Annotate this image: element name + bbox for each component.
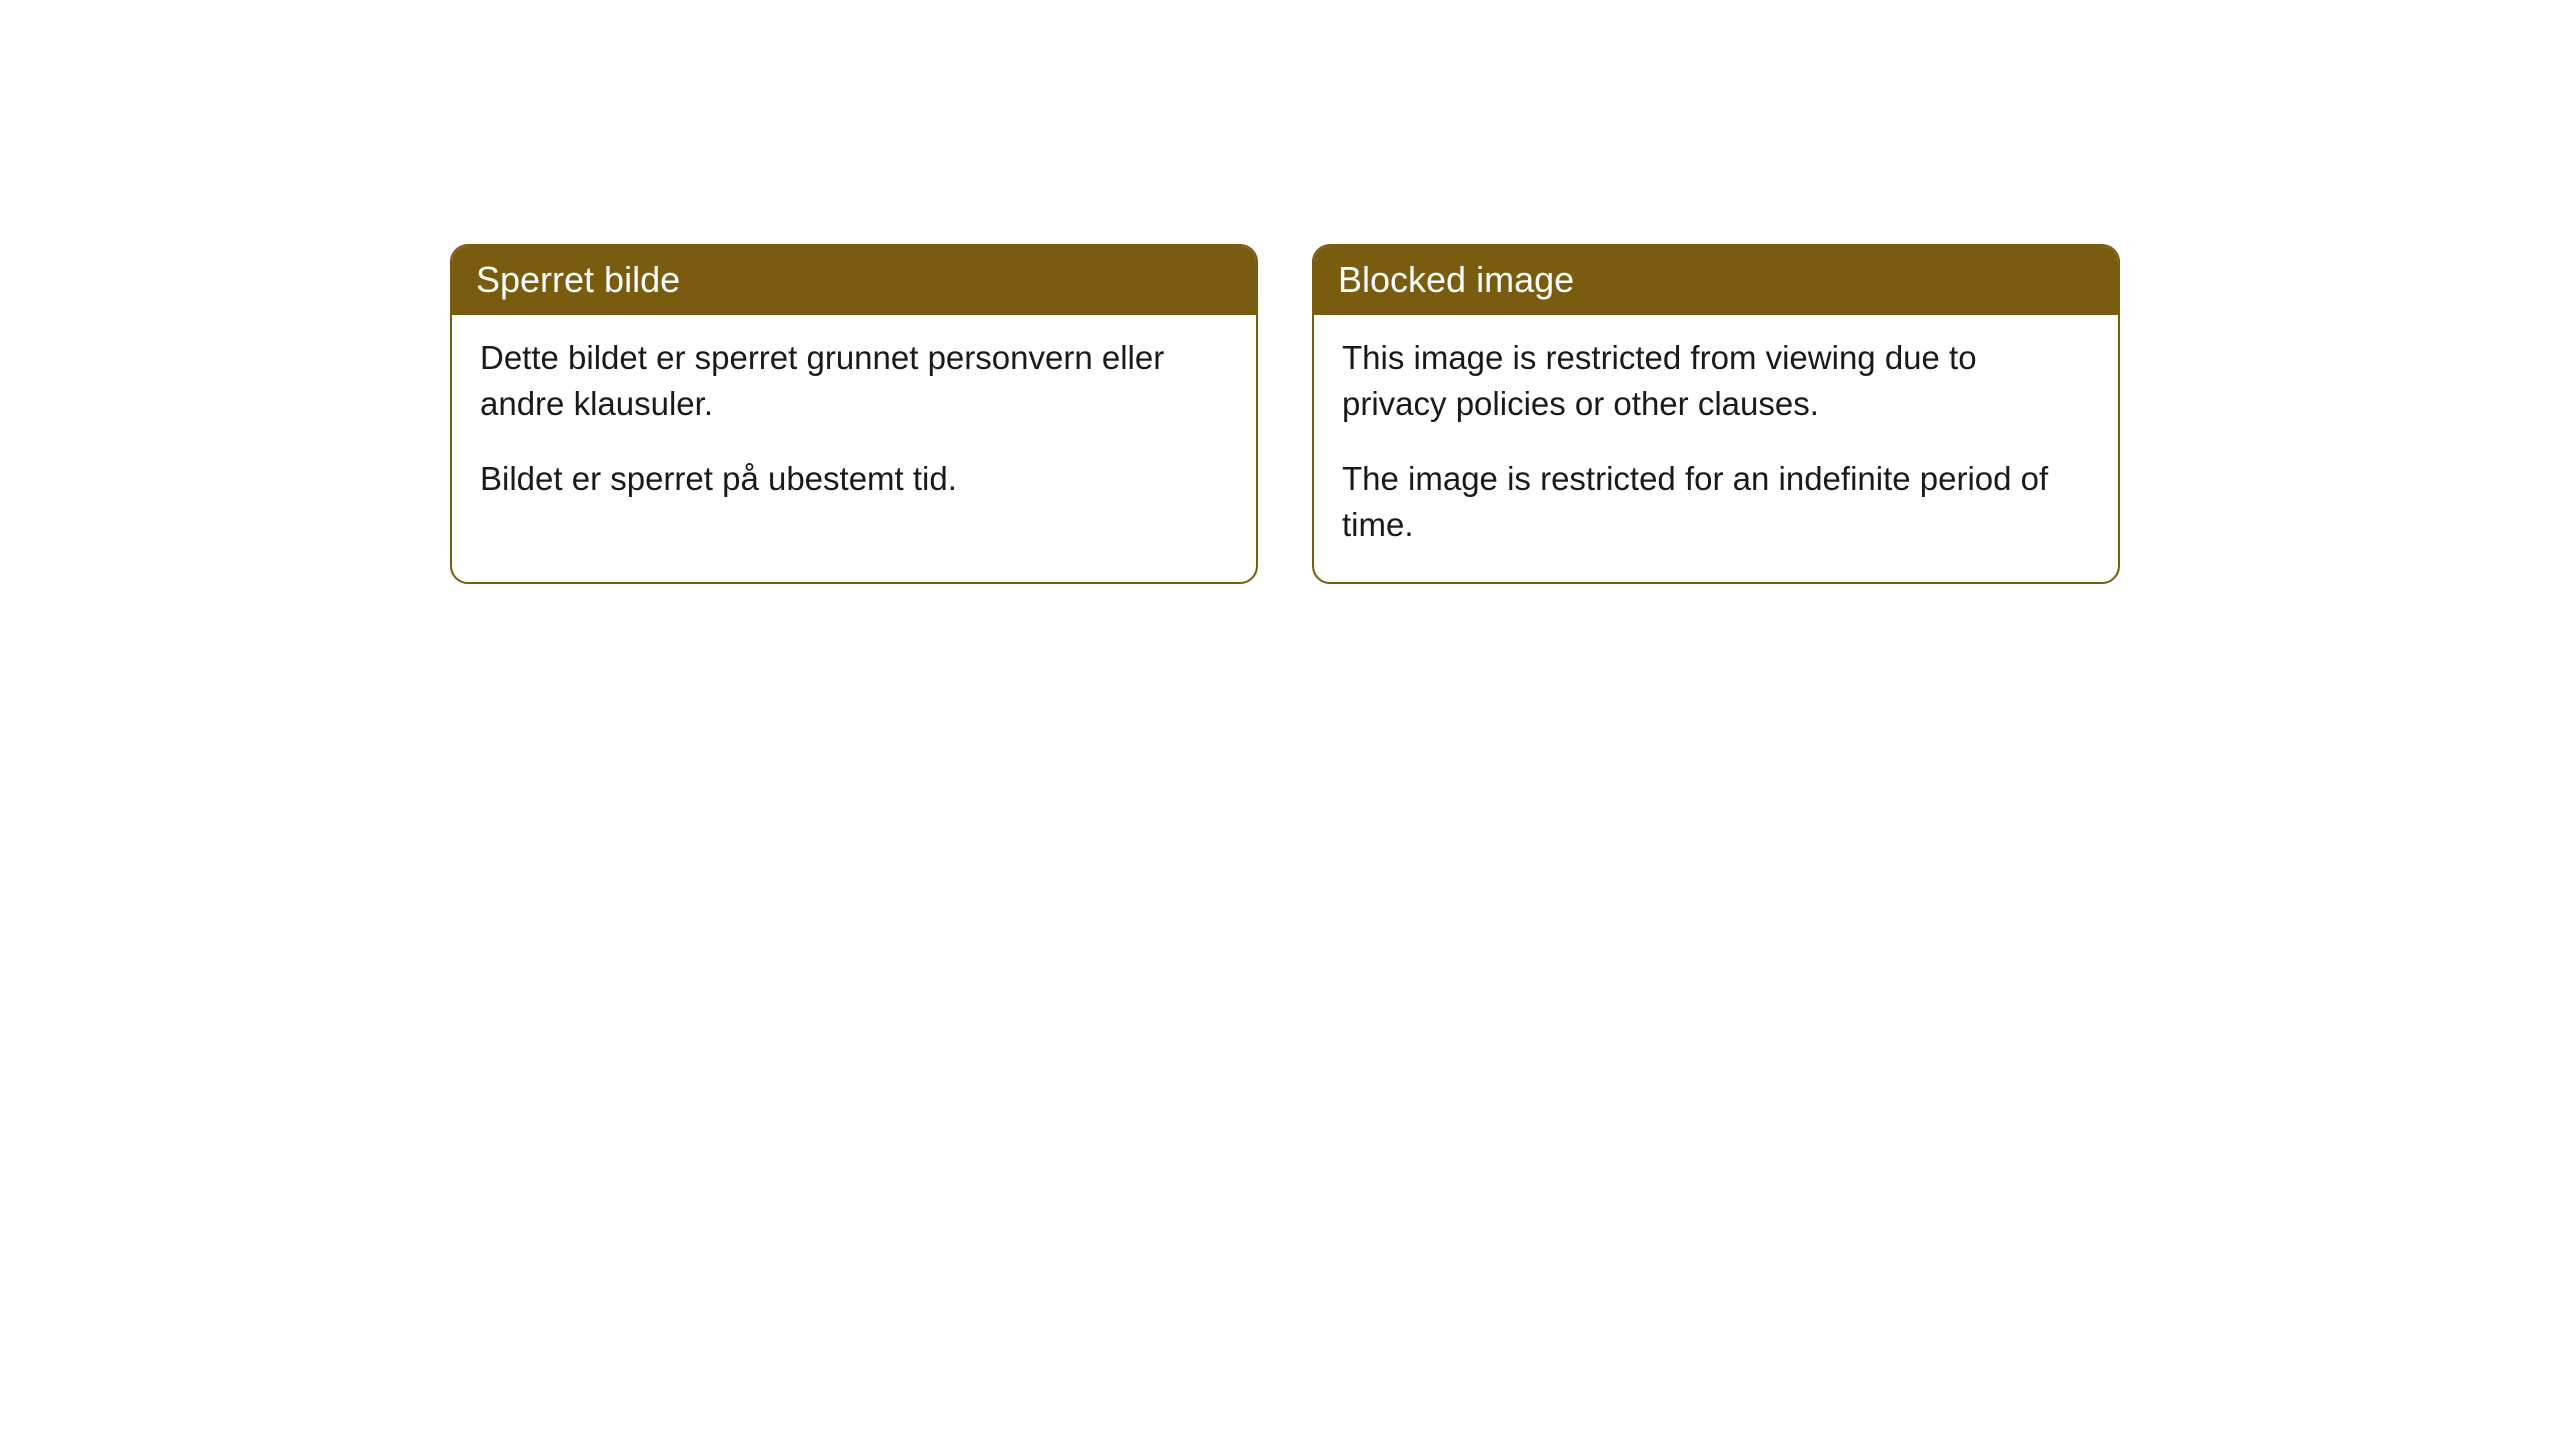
notice-header: Blocked image (1314, 246, 2118, 315)
notice-paragraph: This image is restricted from viewing du… (1342, 335, 2090, 427)
notice-header: Sperret bilde (452, 246, 1256, 315)
notice-paragraph: Dette bildet er sperret grunnet personve… (480, 335, 1228, 427)
notice-body: Dette bildet er sperret grunnet personve… (452, 315, 1256, 536)
notice-paragraph: Bildet er sperret på ubestemt tid. (480, 456, 1228, 502)
notice-body: This image is restricted from viewing du… (1314, 315, 2118, 582)
notice-paragraph: The image is restricted for an indefinit… (1342, 456, 2090, 548)
notice-card-english: Blocked image This image is restricted f… (1312, 244, 2120, 584)
notice-container: Sperret bilde Dette bildet er sperret gr… (450, 244, 2120, 584)
notice-card-norwegian: Sperret bilde Dette bildet er sperret gr… (450, 244, 1258, 584)
